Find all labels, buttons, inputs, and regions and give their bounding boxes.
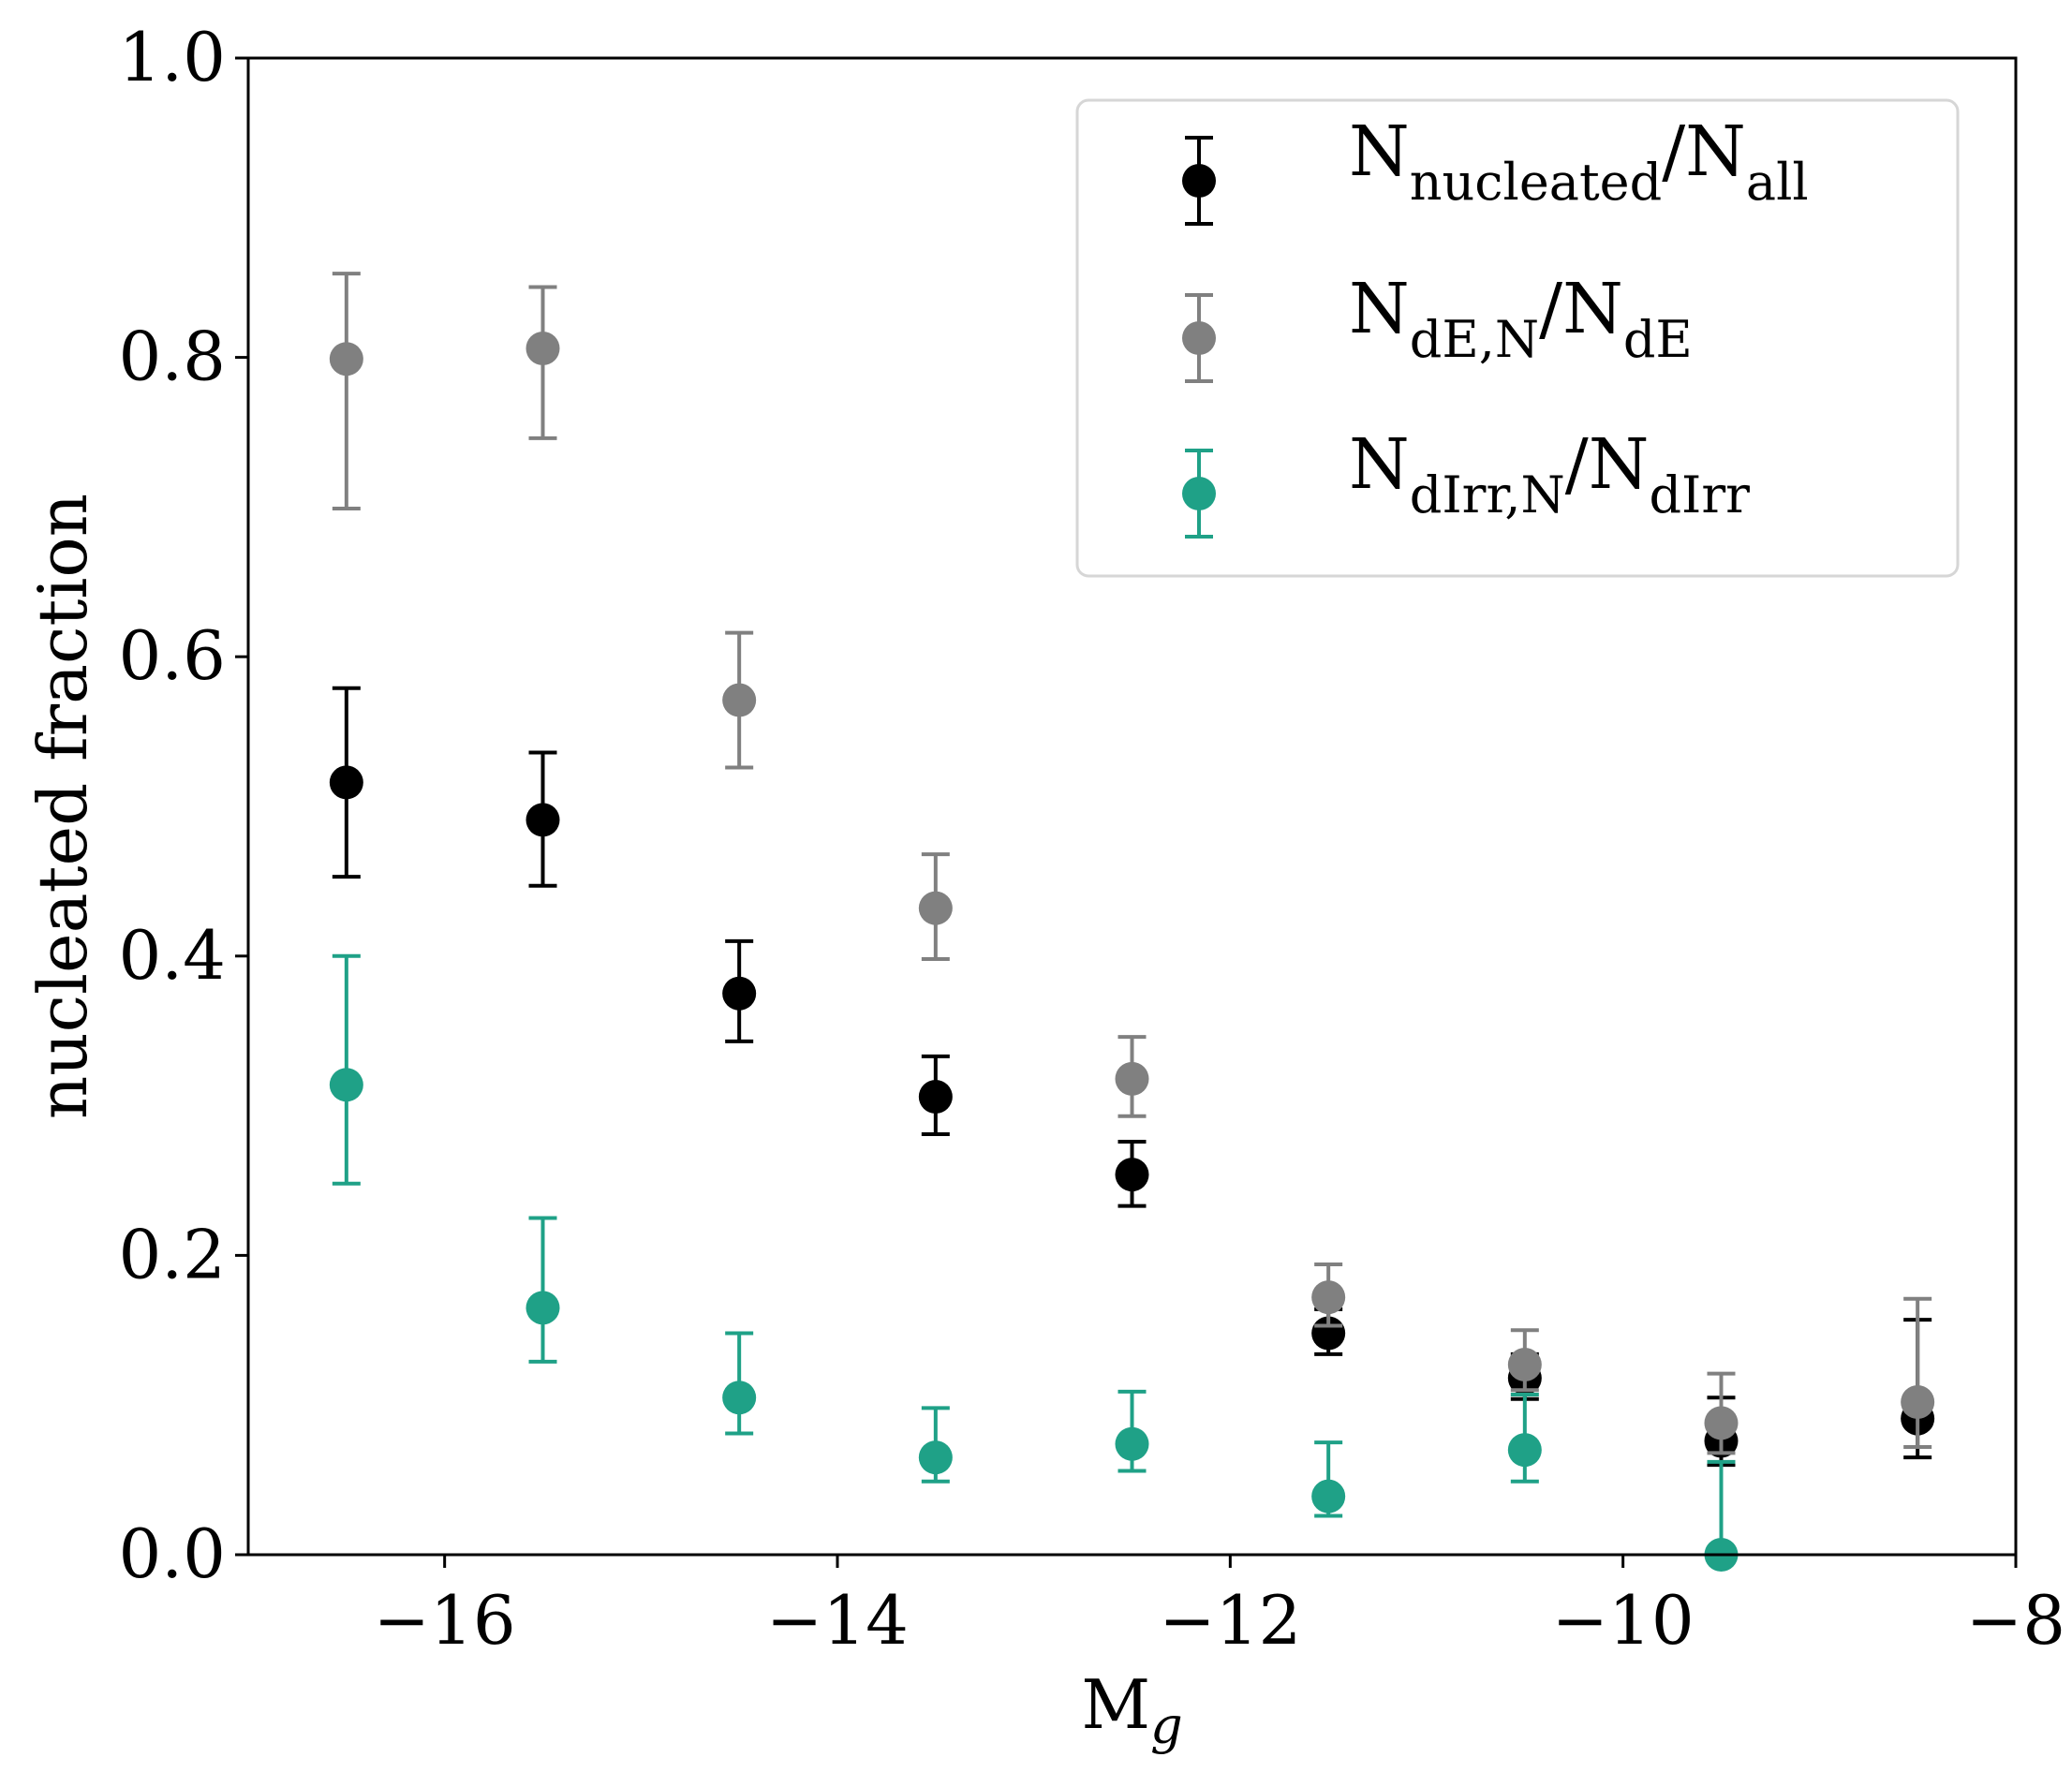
data-point	[1901, 1385, 1935, 1420]
y-axis-label: nucleated fraction	[23, 494, 102, 1119]
legend-label-sub: nucleated	[1410, 153, 1662, 212]
data-point	[1115, 1061, 1149, 1096]
data-point	[525, 1291, 560, 1325]
axis-labels: Mg nucleated fraction	[23, 494, 1183, 1755]
legend-label: NdE,N/NdE	[1349, 269, 1693, 369]
y-tick-label: 0.4	[118, 916, 226, 995]
x-axis-label-sub: g	[1150, 1696, 1183, 1755]
data-point	[329, 1068, 363, 1102]
data-point	[722, 976, 757, 1011]
data-point	[329, 342, 363, 377]
legend-label-main: /N	[1565, 424, 1650, 505]
x-axis-label-main: M	[1081, 1665, 1150, 1744]
y-tick-label: 0.8	[118, 317, 226, 396]
legend-label-main: N	[1349, 269, 1410, 349]
legend-marker	[1182, 477, 1216, 510]
legend-marker	[1182, 164, 1216, 198]
legend-box	[1075, 98, 1960, 578]
data-point	[1311, 1280, 1346, 1315]
legend-label: Nnucleated/Nall	[1349, 111, 1809, 212]
legend-label-main: N	[1349, 424, 1410, 505]
y-tick-label: 0.6	[118, 616, 226, 695]
legend-label-sub: dE,N	[1410, 310, 1539, 369]
series-1	[329, 272, 1935, 1455]
data-point	[1704, 1406, 1739, 1440]
data-point	[918, 1080, 953, 1115]
data-point	[1311, 1479, 1346, 1514]
data-point	[329, 765, 363, 800]
x-tick-label: −14	[766, 1581, 909, 1660]
data-point	[918, 891, 953, 925]
axis-ticks: −16 −14 −12 −10 −8 0.0 0.2 0.4 0.6 0.8 1.0	[118, 18, 2065, 1660]
y-tick-label: 1.0	[118, 18, 226, 96]
data-point	[722, 683, 757, 717]
x-tick-label: −16	[374, 1581, 516, 1660]
y-tick-label: 0.2	[118, 1215, 226, 1293]
data-point	[1115, 1158, 1149, 1192]
x-tick-label: −12	[1159, 1581, 1301, 1660]
legend-label-main: N	[1349, 111, 1410, 192]
legend-label-sub: dIrr,N	[1410, 465, 1565, 524]
plot-frame	[246, 56, 2018, 1557]
data-point	[1507, 1433, 1542, 1468]
data-point	[525, 332, 560, 366]
x-tick-label: −8	[1966, 1581, 2065, 1660]
data-point	[722, 1381, 757, 1415]
data-point	[1507, 1348, 1542, 1382]
data-point	[918, 1440, 953, 1475]
legend-label-sub: dIrr	[1649, 465, 1750, 524]
legend-label-main: /N	[1662, 111, 1746, 192]
x-axis-label: Mg	[1081, 1665, 1182, 1755]
legend-label: NdIrr,N/NdIrr	[1349, 424, 1750, 524]
y-tick-label: 0.0	[118, 1514, 226, 1593]
legend-label-sub: dE	[1623, 310, 1693, 369]
legend-label-main: /N	[1539, 269, 1623, 349]
series-2	[329, 953, 1739, 1572]
legend-label-sub: all	[1746, 153, 1809, 212]
data-point	[525, 803, 560, 837]
data-point	[1115, 1426, 1149, 1461]
x-tick-label: −10	[1552, 1581, 1695, 1660]
legend-marker	[1182, 321, 1216, 355]
